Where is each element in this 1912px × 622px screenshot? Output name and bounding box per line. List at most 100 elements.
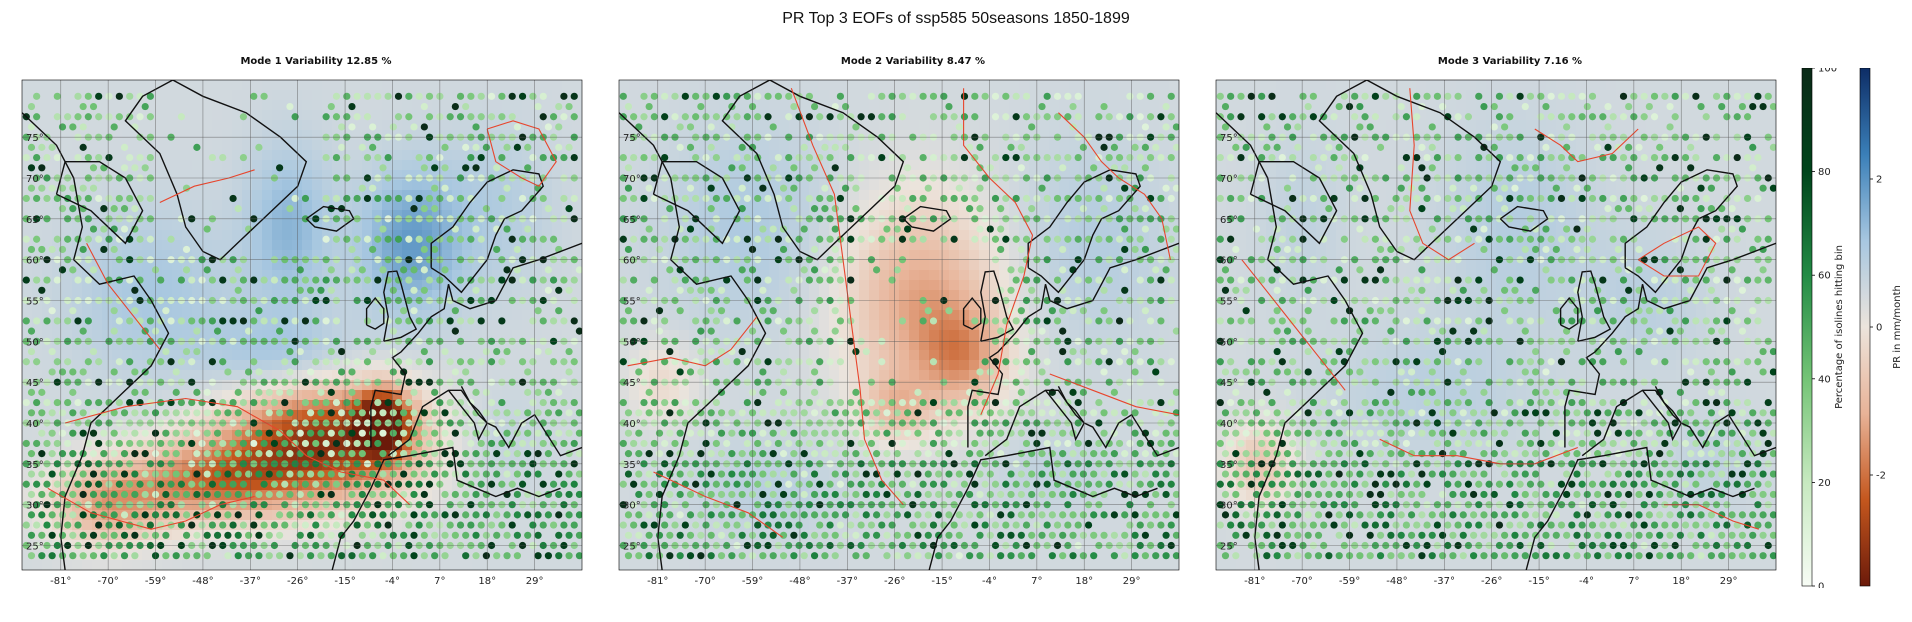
isoline-bin-dot (379, 430, 386, 437)
isoline-bin-dot (111, 205, 118, 212)
isoline-bin-dot (38, 246, 45, 253)
longitude-tick-label: -48° (192, 576, 213, 587)
isoline-bin-dot (540, 195, 547, 202)
isoline-bin-dot (333, 236, 340, 243)
isoline-bin-dot (524, 511, 531, 518)
isoline-bin-dot (385, 521, 392, 528)
isoline-bin-dot (565, 287, 572, 294)
isoline-bin-dot (467, 93, 474, 100)
pr-field-cell (192, 100, 203, 111)
isoline-bin-dot (183, 511, 190, 518)
pr-field-cell (392, 560, 403, 571)
isoline-bin-dot (410, 307, 417, 314)
longitude-tick-label: -4° (385, 576, 400, 587)
isoline-bin-dot (514, 409, 521, 416)
isoline-bin-dot (328, 287, 335, 294)
isoline-bin-dot (457, 113, 464, 120)
isoline-bin-dot (281, 358, 288, 365)
isoline-bin-dot (85, 113, 92, 120)
isoline-bin-dot (359, 144, 366, 151)
isoline-bin-dot (266, 430, 273, 437)
isoline-bin-dot (271, 481, 278, 488)
isoline-bin-dot (255, 389, 262, 396)
pr-field-cell (572, 120, 583, 131)
isoline-bin-dot (111, 307, 118, 314)
isoline-bin-dot (111, 430, 118, 437)
pr-field-cell (562, 120, 573, 131)
pr-field-cell (659, 100, 670, 111)
isoline-bin-dot (28, 450, 35, 457)
isoline-bin-dot (410, 205, 417, 212)
isoline-bin-dot (509, 481, 516, 488)
isoline-bin-dot (23, 154, 30, 161)
isoline-bin-dot (426, 481, 433, 488)
pr-field-cell (362, 80, 373, 91)
pr-field-cell (572, 230, 583, 241)
isoline-bin-dot (28, 185, 35, 192)
pr-field-cell (542, 530, 553, 541)
pr-field-cell (252, 250, 263, 261)
pr-field-cell (282, 90, 293, 101)
pr-field-cell (532, 140, 543, 151)
isoline-bin-dot (493, 470, 500, 477)
isoline-bin-dot (441, 266, 448, 273)
pr-field-cell (222, 90, 233, 101)
pr-field-cell (322, 90, 333, 101)
latitude-tick-label: 40° (26, 419, 44, 430)
isoline-bin-dot (540, 276, 547, 283)
isoline-bin-dot (38, 511, 45, 518)
isoline-bin-dot (105, 195, 112, 202)
isoline-bin-dot (472, 389, 479, 396)
pr-field-cell (42, 230, 53, 241)
isoline-bin-dot (312, 399, 319, 406)
pr-field-cell (282, 150, 293, 161)
pr-field-cell (639, 160, 650, 171)
isoline-bin-dot (183, 266, 190, 273)
pr-field-cell (202, 120, 213, 131)
latitude-tick-label: 25° (26, 542, 44, 553)
pr-field-cell (639, 80, 650, 91)
pr-field-cell (362, 160, 373, 171)
isoline-bin-dot (33, 317, 40, 324)
pr-field-cell (362, 560, 373, 571)
isoline-bin-dot (462, 144, 469, 151)
pr-field-cell (689, 80, 700, 91)
isoline-bin-dot (111, 491, 118, 498)
isoline-bin-dot (28, 532, 35, 539)
isoline-bin-dot (260, 276, 267, 283)
isoline-bin-dot (121, 430, 128, 437)
isoline-bin-dot (255, 511, 262, 518)
isoline-bin-dot (38, 491, 45, 498)
isoline-bin-dot (488, 93, 495, 100)
pr-field-cell (362, 390, 373, 401)
isoline-bin-dot (245, 430, 252, 437)
isoline-bin-dot (354, 195, 361, 202)
isoline-bin-dot (493, 450, 500, 457)
isoline-bin-dot (550, 113, 557, 120)
isoline-bin-dot (571, 521, 578, 528)
isoline-bin-dot (488, 399, 495, 406)
pr-field-cell (222, 390, 233, 401)
pr-field-cell (232, 350, 243, 361)
isoline-bin-dot (214, 328, 221, 335)
isoline-bin-dot (379, 552, 386, 559)
pr-field-cell (292, 180, 303, 191)
pr-field-cell (542, 560, 553, 571)
pr-field-cell (282, 240, 293, 251)
isoline-bin-dot (364, 440, 371, 447)
isoline-bin-dot (95, 195, 102, 202)
pr-field-cell (679, 130, 690, 141)
isoline-bin-dot (121, 532, 128, 539)
isoline-bin-dot (405, 521, 412, 528)
isoline-bin-dot (503, 225, 510, 232)
isoline-bin-dot (343, 399, 350, 406)
pr-field-cell (202, 110, 213, 121)
pr-field-cell (282, 120, 293, 131)
isoline-bin-dot (95, 358, 102, 365)
pr-field-cell (182, 450, 193, 461)
isoline-bin-dot (328, 103, 335, 110)
isoline-bin-dot (193, 491, 200, 498)
isoline-bin-dot (441, 511, 448, 518)
pr-field-cell (352, 560, 363, 571)
isoline-bin-dot (271, 521, 278, 528)
